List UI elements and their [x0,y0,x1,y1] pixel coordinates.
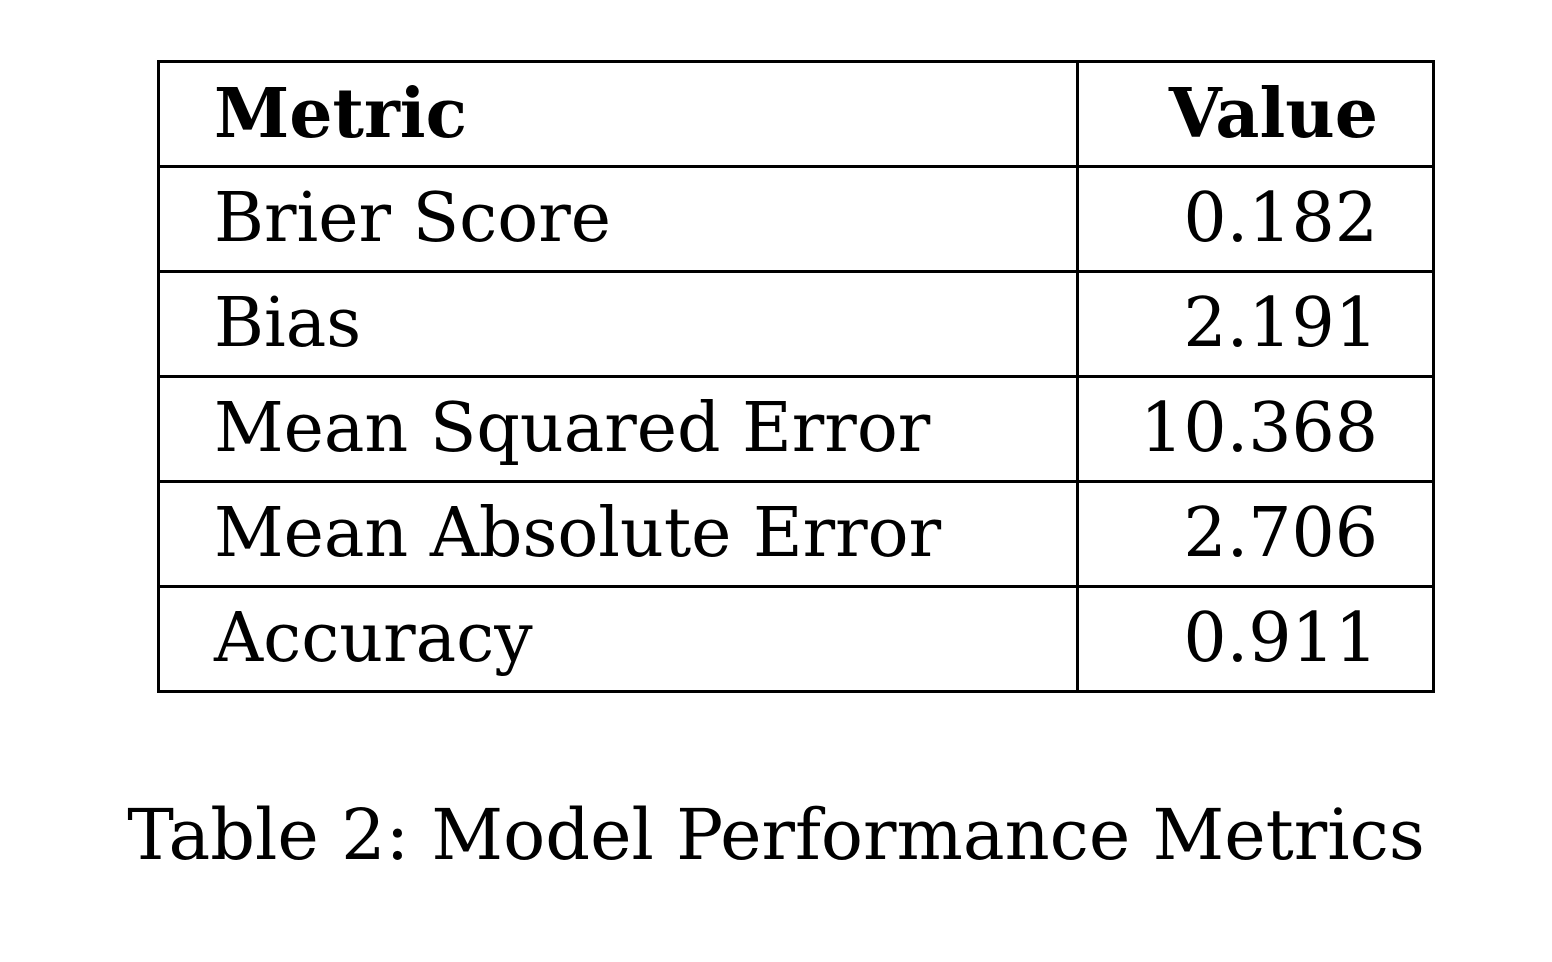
table-caption: Table 2: Model Performance Metrics [127,794,1425,876]
metric-value-cell: 0.182 [1076,165,1435,273]
metric-name-cell: Accuracy [157,585,1079,693]
metric-value-cell: 2.706 [1076,480,1435,588]
metric-name-cell: Bias [157,270,1079,378]
metric-value-cell: 2.191 [1076,270,1435,378]
metric-value-cell: 0.911 [1076,585,1435,693]
table-row: Brier Score 0.182 [157,165,1435,273]
metric-name-cell: Mean Absolute Error [157,480,1079,588]
column-header-value: Value [1076,60,1435,168]
table-row: Mean Absolute Error 2.706 [157,480,1435,588]
metrics-table: Metric Value Brier Score 0.182 Bias 2.19… [157,60,1435,693]
metric-value-cell: 10.368 [1076,375,1435,483]
table-row: Bias 2.191 [157,270,1435,378]
table-row: Accuracy 0.911 [157,585,1435,693]
metric-name-cell: Mean Squared Error [157,375,1079,483]
table-header: Metric Value [157,60,1435,168]
header-row: Metric Value [157,60,1435,168]
column-header-metric: Metric [157,60,1079,168]
table-body: Brier Score 0.182 Bias 2.191 Mean Square… [157,165,1435,693]
metric-name-cell: Brier Score [157,165,1079,273]
table-row: Mean Squared Error 10.368 [157,375,1435,483]
